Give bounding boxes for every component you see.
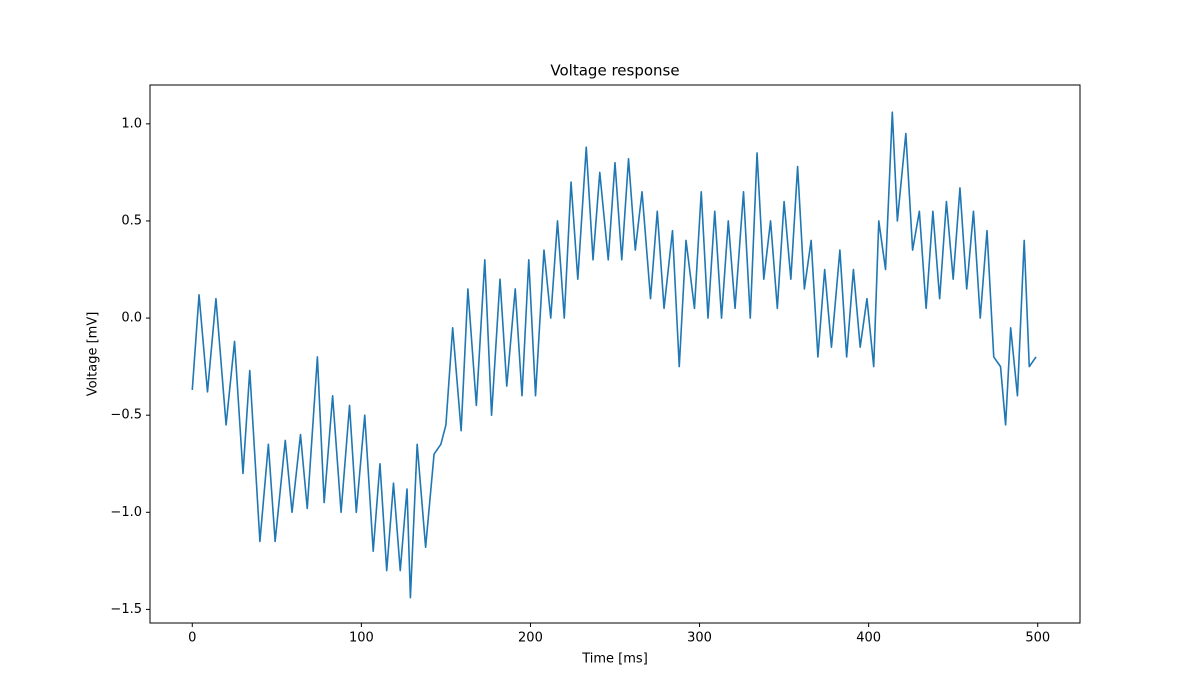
y-axis-label: Voltage [mV] bbox=[86, 312, 101, 397]
y-tick-label: −1.0 bbox=[110, 505, 142, 520]
plot-frame bbox=[149, 84, 1081, 624]
y-tick-label: 0.0 bbox=[121, 311, 142, 326]
x-axis-label: Time [ms] bbox=[581, 652, 648, 667]
y-tick-label: −0.5 bbox=[110, 408, 142, 423]
x-tick-label: 300 bbox=[687, 631, 712, 646]
x-tick-label: 500 bbox=[1025, 631, 1050, 646]
x-tick-label: 0 bbox=[188, 631, 196, 646]
x-tick-label: 400 bbox=[856, 631, 881, 646]
data-line bbox=[191, 111, 1037, 599]
y-tick-label: −1.5 bbox=[110, 602, 142, 617]
x-tick-label: 100 bbox=[349, 631, 374, 646]
y-tick-label: 1.0 bbox=[121, 116, 142, 131]
chart-title: Voltage response bbox=[550, 62, 679, 80]
x-tick-label: 200 bbox=[518, 631, 543, 646]
y-tick-label: 0.5 bbox=[121, 213, 142, 228]
